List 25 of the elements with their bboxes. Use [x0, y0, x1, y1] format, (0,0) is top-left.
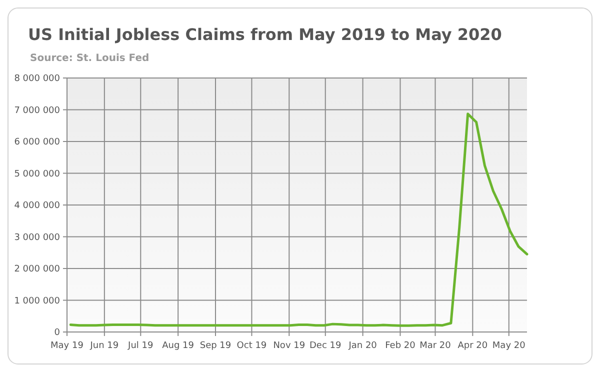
x-tick-label: Jul 19: [127, 341, 154, 351]
x-tick-label: May 19: [50, 341, 84, 351]
x-tick-label: May 20: [492, 341, 526, 351]
chart-subtitle: Source: St. Louis Fed: [30, 53, 150, 64]
x-tick-label: Mar 20: [420, 341, 452, 351]
y-tick-label: 6 000 000: [14, 138, 60, 148]
x-tick-label: Nov 19: [273, 341, 306, 351]
x-tick-label: Feb 20: [385, 341, 416, 351]
line-series: [69, 112, 528, 327]
x-tick-label: Jun 19: [89, 341, 119, 351]
y-tick-label: 7 000 000: [14, 106, 60, 116]
y-tick-label: 8 000 000: [14, 74, 60, 84]
y-tick-label: 4 000 000: [14, 201, 60, 211]
x-tick-label: Aug 19: [162, 341, 194, 351]
y-tick-label: 0: [54, 328, 60, 338]
y-tick-label: 3 000 000: [14, 232, 60, 243]
y-tick-label: 2 000 000: [14, 264, 60, 274]
x-tick-label: Dec 19: [310, 341, 342, 351]
chart-title: US Initial Jobless Claims from May 2019 to May 2020: [28, 25, 502, 44]
x-tick-label: Apr 20: [458, 341, 488, 351]
x-tick-label: Jan 20: [348, 341, 378, 351]
x-tick-label: Oct 19: [236, 341, 267, 351]
y-tick-label: 1 000 000: [14, 296, 60, 306]
y-tick-label: 5 000 000: [14, 169, 60, 180]
x-tick-label: Sep 19: [200, 341, 232, 351]
